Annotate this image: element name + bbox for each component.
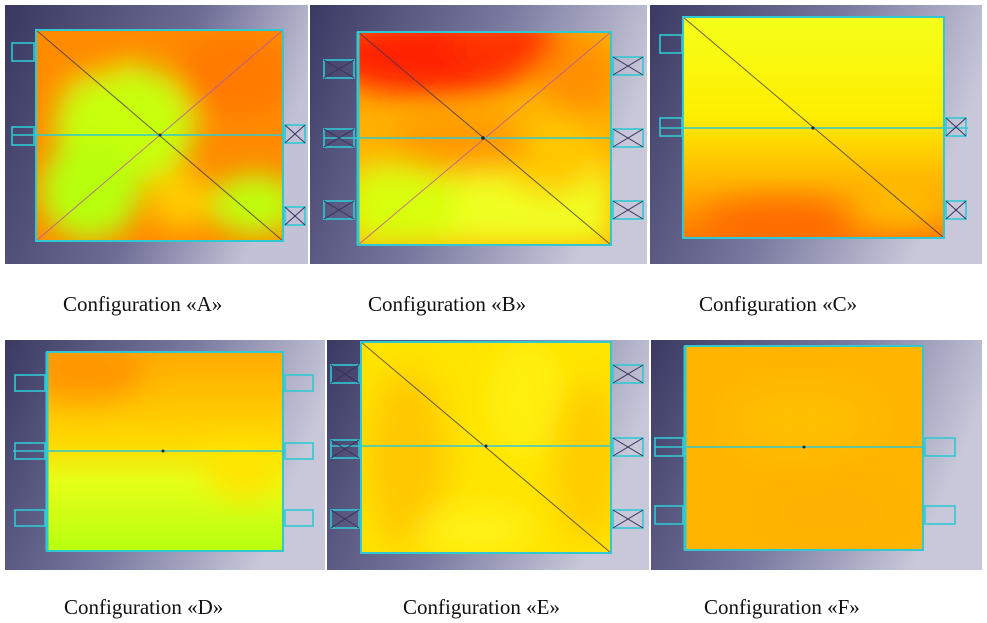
heatmap-d <box>47 352 283 551</box>
port-icon <box>654 437 956 525</box>
heatmap-b <box>358 32 611 245</box>
port-icon <box>14 374 314 527</box>
port-icon <box>659 34 967 220</box>
port-icon <box>11 42 306 226</box>
heatmap-e <box>361 342 611 553</box>
caption-d: Configuration «D» <box>64 595 224 619</box>
caption-b: Configuration «B» <box>368 292 527 316</box>
heatmap-f <box>685 346 923 550</box>
configuration-c-panel <box>650 5 982 264</box>
heatmap-c <box>683 17 944 238</box>
configuration-f-panel <box>651 340 982 570</box>
configuration-e-panel <box>327 340 649 570</box>
caption-f: Configuration «F» <box>704 595 860 619</box>
configuration-b-panel <box>310 5 647 264</box>
caption-c: Configuration «C» <box>699 292 858 316</box>
port-icon <box>323 56 644 220</box>
port-icon <box>330 364 644 529</box>
configuration-d-panel <box>5 340 325 570</box>
heatmap-a <box>36 30 283 241</box>
caption-e: Configuration «E» <box>403 595 560 619</box>
configuration-a-panel <box>5 5 308 264</box>
caption-a: Configuration «A» <box>63 292 223 316</box>
